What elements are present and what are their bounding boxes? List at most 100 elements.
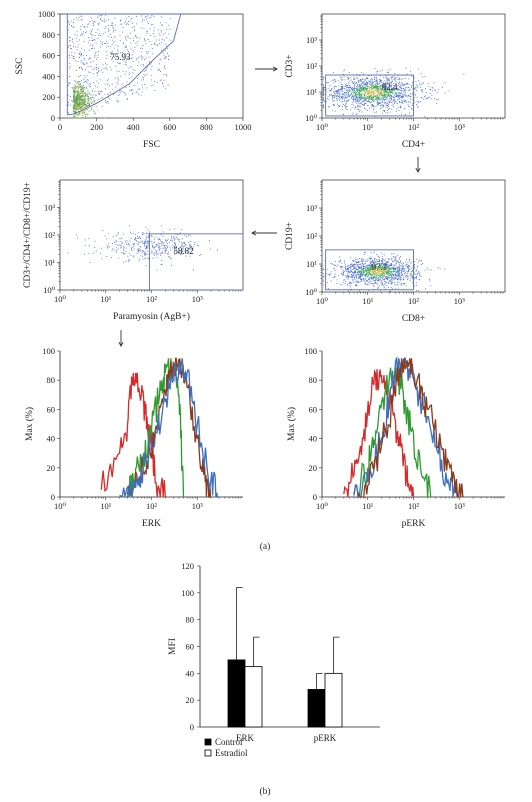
scatter-point	[333, 91, 335, 93]
scatter-point	[383, 95, 385, 96]
scatter-point	[384, 94, 386, 96]
scatter-point	[80, 91, 82, 93]
scatter-point	[80, 117, 82, 119]
scatter-point	[83, 95, 84, 97]
scatter-point	[383, 87, 384, 88]
scatter-point	[384, 283, 386, 285]
scatter-point	[84, 106, 86, 108]
scatter-point	[78, 67, 80, 68]
scatter-point	[366, 90, 368, 92]
scatter-point	[397, 89, 399, 91]
scatter-point	[75, 69, 77, 71]
scatter-point	[359, 277, 361, 278]
scatter-point	[365, 102, 366, 104]
scatter-point	[68, 82, 70, 84]
scatter-point	[361, 280, 362, 282]
scatter-point	[381, 271, 383, 273]
scatter-point	[157, 68, 159, 70]
scatter-point	[78, 87, 80, 89]
scatter-point	[70, 95, 72, 97]
scatter-point	[95, 51, 97, 53]
scatter-point	[339, 91, 341, 93]
scatter-point	[375, 282, 377, 284]
scatter-point	[381, 284, 383, 286]
scatter-point	[123, 248, 125, 250]
scatter-point	[380, 103, 382, 105]
scatter-point	[372, 262, 374, 264]
scatter-point	[378, 82, 380, 84]
scatter-point	[123, 59, 125, 61]
scatter-point	[370, 86, 372, 88]
scatter-point	[82, 102, 84, 104]
scatter-point	[391, 277, 393, 279]
scatter-point	[360, 91, 362, 93]
scatter-point	[343, 88, 345, 89]
scatter-point	[404, 107, 406, 109]
scatter-point	[374, 279, 376, 281]
scatter-point	[374, 86, 376, 88]
scatter-point	[396, 95, 398, 97]
scatter-point	[362, 273, 364, 275]
scatter-point	[391, 79, 393, 81]
scatter-point	[73, 92, 75, 94]
scatter-point	[112, 60, 114, 62]
scatter-point	[402, 82, 404, 84]
x-tick-label: 10²	[408, 501, 420, 511]
scatter-point	[383, 268, 385, 270]
y-axis-label: CD3+	[285, 54, 295, 77]
scatter-point	[91, 37, 93, 39]
scatter-point	[351, 263, 353, 265]
scatter-point	[400, 265, 402, 267]
scatter-point	[156, 244, 158, 246]
scatter-point	[79, 94, 80, 96]
scatter-point	[366, 274, 368, 276]
scatter-point	[404, 267, 406, 269]
scatter-point	[386, 265, 388, 267]
scatter-point	[110, 69, 112, 71]
scatter-point	[158, 247, 160, 249]
scatter-point	[79, 117, 81, 119]
scatter-point	[358, 90, 360, 92]
scatter-point	[361, 96, 363, 98]
scatter-point	[421, 260, 422, 262]
scatter-point	[76, 86, 78, 88]
scatter-point	[358, 96, 360, 98]
scatter-point	[414, 264, 415, 265]
scatter-point	[389, 277, 391, 279]
scatter-point	[346, 85, 348, 86]
scatter-point	[334, 276, 335, 278]
scatter-point	[73, 86, 75, 88]
scatter-point	[328, 82, 330, 84]
scatter-point	[188, 244, 190, 246]
scatter-point	[392, 279, 394, 281]
scatter-point	[412, 282, 414, 284]
scatter-point	[372, 88, 374, 90]
scatter-point	[412, 104, 414, 106]
scatter-point	[73, 93, 75, 95]
scatter-point	[370, 276, 372, 278]
scatter-point	[74, 81, 76, 83]
scatter-point	[165, 249, 166, 251]
scatter-point	[387, 278, 389, 280]
scatter-point	[106, 102, 108, 104]
scatter-point	[117, 78, 119, 80]
scatter-point	[84, 91, 86, 93]
scatter-point	[415, 277, 417, 279]
scatter-point	[379, 91, 380, 93]
scatter-point	[401, 87, 403, 89]
scatter-point	[347, 96, 349, 98]
scatter-point	[133, 40, 134, 42]
scatter-point	[152, 246, 154, 248]
scatter-point	[379, 86, 381, 88]
scatter-point	[82, 110, 84, 112]
scatter-point	[363, 270, 365, 272]
scatter-point	[366, 265, 368, 267]
scatter-point	[124, 240, 126, 242]
scatter-point	[151, 15, 153, 16]
scatter-point	[72, 26, 74, 28]
scatter-point	[401, 270, 403, 272]
scatter-point	[82, 86, 84, 88]
scatter-point	[83, 41, 85, 43]
scatter-point	[379, 270, 381, 272]
scatter-point	[69, 37, 71, 39]
